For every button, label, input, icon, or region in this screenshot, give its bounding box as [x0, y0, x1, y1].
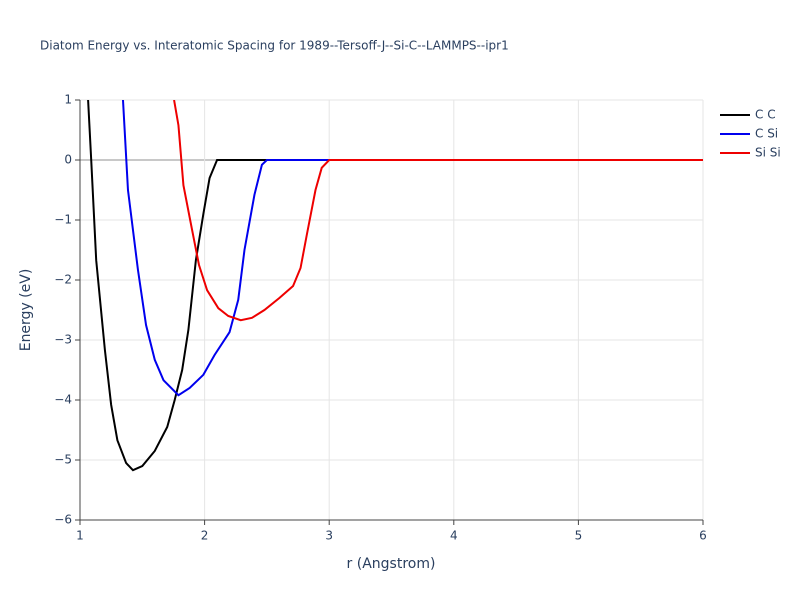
y-tick-label: −5: [54, 453, 72, 467]
chart-title: Diatom Energy vs. Interatomic Spacing fo…: [40, 39, 509, 53]
y-tick-label: −4: [54, 393, 72, 407]
y-tick-label: −3: [54, 333, 72, 347]
x-tick-label: 1: [76, 529, 84, 543]
plot-area: [87, 100, 703, 472]
series-line: [173, 100, 703, 322]
x-axis-title: r (Angstrom): [347, 556, 436, 572]
y-axis-title: Energy (eV): [18, 269, 34, 352]
x-tick-label: 5: [575, 529, 583, 543]
x-tick-label: 2: [201, 529, 209, 543]
x-tick-label: 6: [699, 529, 707, 543]
legend-label: C Si: [755, 127, 778, 141]
y-tick-label: 0: [64, 153, 72, 167]
legend-label: Si Si: [755, 146, 781, 160]
legend: C C C Si Si Si: [720, 108, 781, 160]
series-line: [121, 100, 703, 397]
y-tick-label: −6: [54, 513, 72, 527]
series-line: [87, 100, 703, 472]
x-tick-label: 4: [450, 529, 458, 543]
legend-label: C C: [755, 108, 776, 122]
y-tick-label: 1: [64, 93, 72, 107]
y-tick-label: −1: [54, 213, 72, 227]
y-tick-label: −2: [54, 273, 72, 287]
x-tick-label: 3: [325, 529, 333, 543]
grid: 1 0 −1 −2 −3 −4 −5 −6 1 2 3 4 5 6: [54, 93, 707, 543]
